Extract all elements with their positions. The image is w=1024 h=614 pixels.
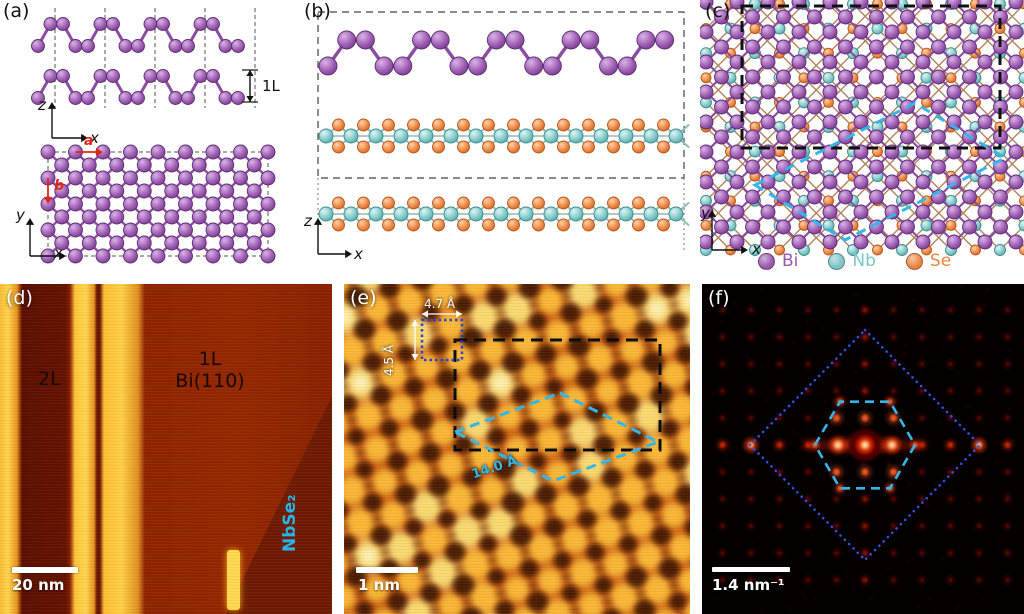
scalebar-label: 20 nm [12, 576, 65, 594]
panel-label-a: (a) [3, 0, 30, 22]
substrate-label: NbSe₂ [280, 494, 300, 552]
bi-on-nbse2-sideview-drawing [313, 11, 690, 259]
monolayer-region-label-line1: 1L [198, 348, 222, 370]
scalebar-label: 1.4 nm⁻¹ [712, 576, 785, 594]
atomic-resolution-stm-image [344, 284, 690, 614]
axis-y-label: y [16, 206, 25, 224]
legend-label-nb: Nb [852, 251, 876, 271]
axis-x-label: x [752, 240, 761, 258]
panel-d-stm-overview: (d) 2L 1L Bi(110) NbSe₂ 20 nm [0, 284, 332, 614]
lattice-vector-b-label: b [54, 178, 65, 194]
legend-label-se: Se [929, 251, 952, 271]
panel-b: (b) z x [298, 0, 700, 282]
monolayer-region-label-line2: Bi(110) [175, 370, 245, 392]
panel-e-stm-atomic: (e) 4.7 Å 4.5 Å 14.0 Å 1 nm [344, 284, 690, 614]
panel-label-b: (b) [304, 0, 331, 22]
scalebar-line [712, 567, 790, 572]
panel-c: (c) y x Bi Nb Se [700, 0, 1024, 282]
axis-z-label: z [304, 212, 312, 230]
lattice-constant-b-label: 4.5 Å [382, 344, 396, 376]
panel-label-d: (d) [6, 287, 33, 309]
bi-on-nbse2-topview-drawing [700, 0, 1024, 256]
bi-atom-swatch [758, 252, 775, 270]
axis-z-label: z [38, 96, 46, 114]
monolayer-region-label: 1L Bi(110) [148, 348, 272, 392]
legend-item-bi: Bi [758, 251, 798, 271]
atom-legend: Bi Nb Se [758, 251, 951, 271]
bi110-crystal-structure-drawing [25, 8, 276, 264]
axis-y-label: y [701, 204, 710, 222]
panel-label-c: (c) [705, 0, 731, 22]
bilayer-region-label: 2L [38, 368, 61, 390]
fft-image [702, 284, 1024, 614]
legend-item-nb: Nb [828, 251, 876, 271]
scalebar-line [12, 567, 78, 573]
axis-x-label: x [90, 129, 99, 147]
legend-label-bi: Bi [782, 251, 799, 271]
se-atom-swatch [905, 252, 923, 270]
panel-f-fft: (f) 1.4 nm⁻¹ [702, 284, 1024, 614]
axis-x-label: x [354, 245, 363, 263]
panel-label-e: (e) [350, 287, 377, 309]
axis-x-label: x [54, 244, 63, 262]
lattice-constant-a-label: 4.7 Å [424, 297, 456, 311]
nb-atom-swatch [828, 252, 846, 270]
legend-item-se: Se [905, 251, 952, 271]
scalebar-line [356, 567, 418, 573]
bright-island [227, 550, 240, 610]
panel-a: (a) z x 1L a b y x [0, 0, 296, 282]
monolayer-thickness-label: 1L [262, 77, 280, 95]
lattice-vector-a-label: a [84, 133, 94, 149]
panel-label-f: (f) [708, 287, 730, 309]
scalebar-label: 1 nm [358, 576, 400, 594]
